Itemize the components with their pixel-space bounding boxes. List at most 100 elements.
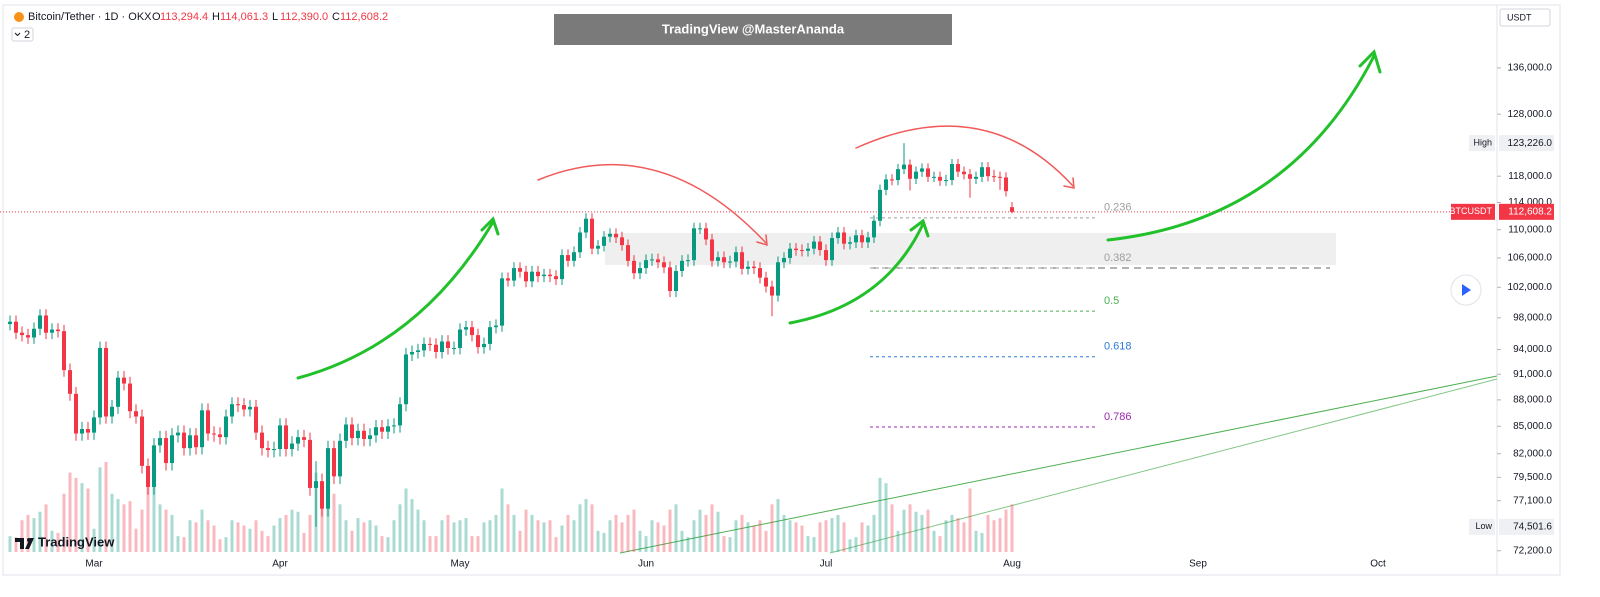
candle-body: [806, 248, 810, 251]
price-label-bg: [1499, 135, 1554, 152]
candle-body: [818, 241, 822, 251]
down-arrow: [855, 125, 1074, 187]
indicator-count: 2: [24, 29, 30, 41]
candle-body: [416, 350, 420, 352]
y-tick-label: 77,100.0: [1513, 495, 1552, 506]
volume-bar: [902, 509, 906, 552]
volume-bar: [458, 520, 462, 552]
candle-body: [224, 416, 228, 438]
candle-body: [14, 321, 18, 333]
candle-body: [1010, 207, 1014, 212]
volume-bar: [80, 483, 84, 552]
ohlc-value: 113,294.4: [160, 11, 208, 23]
candle-body: [620, 237, 624, 246]
volume-bar: [530, 514, 534, 552]
candle-body: [722, 257, 726, 263]
price-label-value: 123,226.0: [1508, 138, 1553, 149]
volume-bar: [956, 518, 960, 552]
candle-body: [38, 315, 42, 329]
volume-bar: [980, 532, 984, 552]
candle-body: [812, 241, 816, 249]
volume-bar: [998, 518, 1002, 552]
frame: [2, 4, 1561, 576]
volume-bar: [248, 528, 252, 552]
volume-bar: [164, 509, 168, 552]
volume-bar: [524, 509, 528, 552]
candle-body: [98, 347, 102, 418]
candle-body: [938, 176, 942, 181]
y-tick-label: 102,000.0: [1508, 282, 1553, 293]
indicator-toggle[interactable]: [11, 27, 34, 42]
volume-bar: [482, 522, 486, 552]
candle-body: [674, 271, 678, 292]
volume-bar: [920, 514, 924, 552]
volume-bar: [86, 488, 90, 552]
volume-bar: [350, 530, 354, 552]
volume-bar: [242, 525, 246, 552]
volume-bar: [290, 509, 294, 552]
candle-body: [440, 341, 444, 352]
candle-body: [320, 481, 324, 509]
volume-bar: [98, 467, 102, 552]
up-arrow: [788, 222, 925, 325]
currency-box[interactable]: [1499, 8, 1551, 27]
ohlc-key: H: [212, 11, 220, 23]
price-label-name-bg: [1469, 518, 1495, 535]
volume-bar: [788, 520, 792, 552]
volume-bar: [338, 504, 342, 552]
volume-bar: [908, 504, 912, 552]
candle-body: [254, 406, 258, 433]
candle-body: [704, 228, 708, 240]
volume-bar: [842, 522, 846, 552]
volume-bar: [170, 514, 174, 552]
candle-body: [566, 255, 570, 261]
candle-body: [560, 255, 564, 280]
candle-body: [266, 448, 270, 450]
volume-bar: [278, 518, 282, 552]
volume-bar: [944, 520, 948, 552]
volume-bar: [446, 514, 450, 552]
candle-body: [668, 267, 672, 292]
volume-bar: [152, 483, 156, 552]
volume-bar: [200, 509, 204, 552]
fib-label: 0.618: [1104, 341, 1132, 353]
candle-body: [602, 236, 606, 246]
candle-body: [710, 239, 714, 261]
candle-body: [326, 448, 330, 509]
volume-bar: [188, 520, 192, 552]
volume-bar: [704, 514, 708, 552]
candle-body: [140, 416, 144, 466]
fib-label: 0.382: [1104, 252, 1132, 264]
candle-body: [206, 410, 210, 434]
arrow-head: [909, 218, 930, 238]
volume-bar: [596, 530, 600, 552]
volume-bar: [452, 522, 456, 552]
volume-bar: [968, 488, 972, 552]
volume-bar: [572, 520, 576, 552]
volume-bar: [476, 536, 480, 552]
volume-bar: [284, 514, 288, 552]
candle-body: [260, 432, 264, 449]
y-tick-label: 88,000.0: [1513, 394, 1552, 405]
volume-bar: [254, 520, 258, 552]
volume-bar: [392, 520, 396, 552]
volume-bar: [236, 522, 240, 552]
logo: TradingView: [15, 534, 115, 549]
y-tick-label: 94,000.0: [1513, 344, 1552, 355]
candle-body: [284, 425, 288, 450]
candle-body: [716, 257, 720, 261]
volume-bar: [644, 536, 648, 552]
volume-bar: [812, 537, 816, 552]
arrow-head: [480, 216, 500, 236]
candle-body: [44, 315, 48, 333]
volume-bar: [656, 522, 660, 552]
candle-body: [926, 168, 930, 177]
candle-body: [572, 252, 576, 261]
candle-body: [956, 163, 960, 172]
candle-body: [980, 167, 984, 177]
volume-bar: [698, 509, 702, 552]
ohlc-key: C: [332, 11, 340, 23]
x-tick-label: Oct: [1370, 559, 1386, 570]
candle-body: [914, 171, 918, 179]
